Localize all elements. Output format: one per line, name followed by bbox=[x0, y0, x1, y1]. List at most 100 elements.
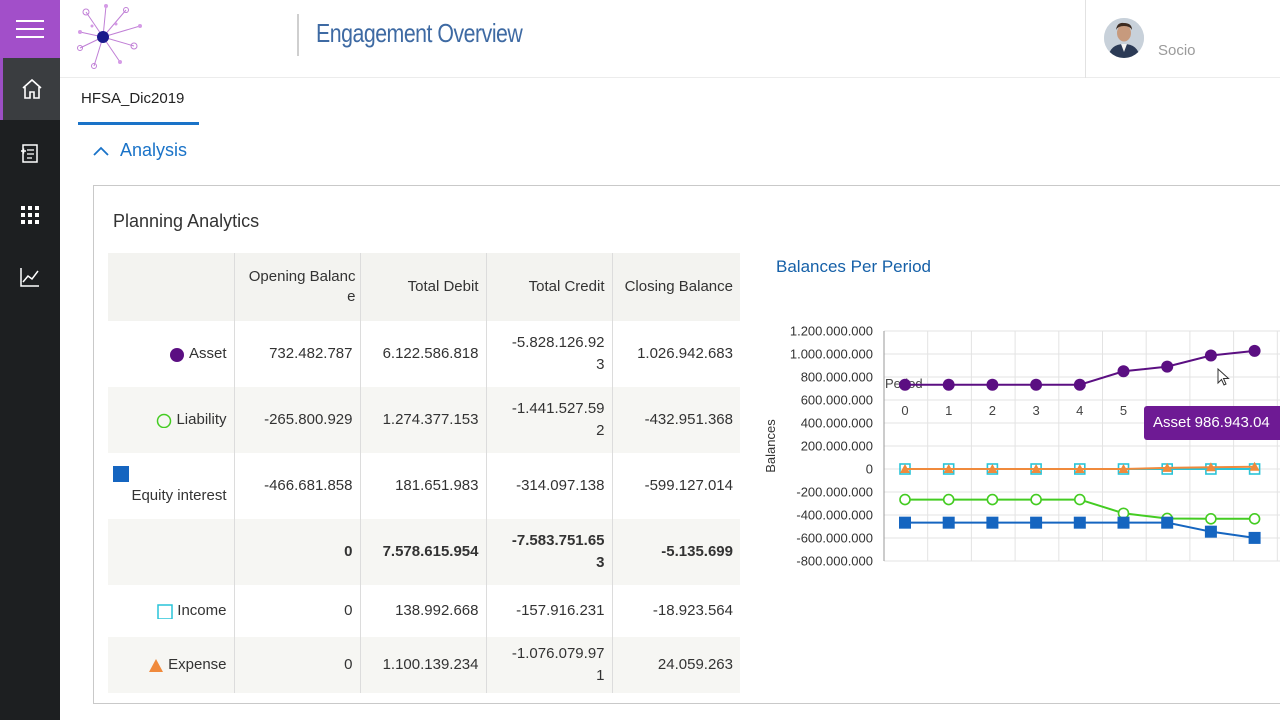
section-label: Analysis bbox=[120, 140, 188, 160]
data-point bbox=[942, 378, 955, 391]
x-tick-label: 1 bbox=[945, 403, 952, 418]
column-header-closing-balance[interactable]: Closing Balance bbox=[612, 253, 740, 321]
y-tick-label: -200.000.000 bbox=[796, 485, 873, 500]
closing-cell: -5.135.699 bbox=[612, 519, 740, 585]
data-point bbox=[986, 493, 999, 506]
data-point bbox=[1073, 516, 1086, 529]
credit-cell: -5.828.126.92 3 bbox=[486, 321, 613, 387]
opening-cell: 0 bbox=[234, 637, 361, 693]
user-photo-icon bbox=[1104, 18, 1144, 58]
table-row[interactable]: Income 0 138.992.668 -157.916.231 -18.92… bbox=[108, 585, 740, 637]
debit-cell: 138.992.668 bbox=[360, 585, 487, 637]
account-cell: Income bbox=[108, 585, 235, 637]
chevron-up-icon bbox=[93, 146, 109, 156]
avatar[interactable] bbox=[1104, 18, 1144, 58]
data-point bbox=[1073, 493, 1086, 506]
y-tick-label: 200.000.000 bbox=[801, 439, 873, 454]
data-point bbox=[899, 493, 911, 506]
data-point bbox=[943, 464, 954, 473]
active-tab-indicator bbox=[78, 122, 199, 125]
account-name: Liability bbox=[176, 411, 227, 428]
table-row[interactable]: Expense 0 1.100.139.234 -1.076.079.97 1 2… bbox=[108, 637, 740, 693]
x-tick-label: 5 bbox=[1120, 403, 1127, 418]
debit-cell: 7.578.615.954 bbox=[360, 519, 487, 585]
opening-cell: 732.482.787 bbox=[234, 321, 361, 387]
y-tick-label: 0 bbox=[866, 462, 873, 477]
mouse-cursor-icon bbox=[1217, 367, 1230, 386]
hamburger-icon bbox=[16, 20, 44, 38]
data-point bbox=[899, 378, 911, 391]
account-cell: Liability bbox=[108, 387, 235, 453]
y-axis-title: Balances bbox=[763, 419, 778, 473]
data-point bbox=[987, 464, 998, 473]
column-header-total-debit[interactable]: Total Debit bbox=[360, 253, 487, 321]
credit-line1: -5.828.126.92 bbox=[511, 334, 605, 351]
user-name[interactable]: Socio bbox=[1158, 42, 1196, 59]
table-row[interactable]: Liability -265.800.929 1.274.377.153 -1.… bbox=[108, 387, 740, 453]
data-point bbox=[1030, 516, 1043, 529]
opening-cell: -466.681.858 bbox=[234, 453, 361, 519]
menu-button[interactable] bbox=[0, 0, 60, 58]
y-tick-label: 1.000.000.000 bbox=[790, 347, 873, 362]
debit-cell: 1.100.139.234 bbox=[360, 637, 487, 693]
credit-line1: -7.583.751.65 bbox=[511, 532, 605, 549]
nav-documents[interactable] bbox=[0, 122, 60, 184]
y-tick-label: 400.000.000 bbox=[801, 416, 873, 431]
credit-cell: -314.097.138 bbox=[486, 453, 613, 519]
credit-cell: -1.441.527.59 2 bbox=[486, 387, 613, 453]
table-row-total[interactable]: 0 7.578.615.954 -7.583.751.65 3 -5.135.69… bbox=[108, 519, 740, 585]
balances-line-chart[interactable]: Period0123456781.200.000.0001.000.000.00… bbox=[759, 291, 1280, 601]
account-cell bbox=[108, 519, 235, 585]
data-point bbox=[942, 516, 955, 529]
column-header-opening-balance[interactable]: Opening Balanc e bbox=[234, 253, 361, 321]
square-open-marker-icon bbox=[157, 604, 174, 620]
data-point bbox=[1073, 378, 1086, 391]
closing-cell: -599.127.014 bbox=[612, 453, 740, 519]
data-point bbox=[1205, 512, 1217, 525]
line-chart-icon bbox=[20, 268, 39, 287]
credit-line2: 2 bbox=[596, 422, 605, 439]
account-name: Income bbox=[177, 602, 227, 619]
circle-open-marker-icon bbox=[157, 413, 172, 429]
closing-cell: 1.026.942.683 bbox=[612, 321, 740, 387]
x-tick-label: 0 bbox=[901, 403, 908, 418]
data-point bbox=[942, 493, 955, 506]
table-row[interactable]: Equity interest -466.681.858 181.651.983… bbox=[108, 453, 740, 519]
credit-cell: -157.916.231 bbox=[486, 585, 613, 637]
header-opening-line1: Opening Balanc bbox=[248, 268, 356, 285]
account-cell: Equity interest bbox=[108, 453, 235, 519]
column-header-total-credit[interactable]: Total Credit bbox=[486, 253, 613, 321]
y-tick-label: 600.000.000 bbox=[801, 393, 873, 408]
nav-apps[interactable] bbox=[0, 184, 60, 246]
account-cell: Expense bbox=[108, 637, 235, 693]
credit-line1: -1.441.527.59 bbox=[511, 400, 605, 417]
data-point bbox=[1162, 462, 1173, 472]
user-divider bbox=[1085, 0, 1086, 78]
header-opening-line2: e bbox=[347, 288, 356, 305]
data-point bbox=[900, 464, 910, 473]
data-point bbox=[899, 516, 911, 529]
panel-title: Planning Analytics bbox=[113, 211, 260, 231]
chart-tooltip: Asset 986.943.04 bbox=[1144, 406, 1280, 440]
analysis-section-toggle[interactable]: Analysis bbox=[92, 140, 187, 161]
credit-cell: -7.583.751.65 3 bbox=[486, 519, 613, 585]
closing-cell: -432.951.368 bbox=[612, 387, 740, 453]
tab-hfsa-dic2019[interactable]: HFSA_Dic2019 bbox=[81, 90, 185, 107]
credit-cell: -1.076.079.97 1 bbox=[486, 637, 613, 693]
nav-home[interactable] bbox=[0, 58, 60, 120]
data-point bbox=[1204, 525, 1217, 538]
data-point bbox=[1249, 461, 1260, 471]
data-point bbox=[1248, 512, 1261, 525]
table-header-row: Opening Balanc e Total Debit Total Credit… bbox=[108, 253, 740, 321]
data-point bbox=[1161, 360, 1174, 373]
nav-analytics[interactable] bbox=[0, 246, 60, 308]
square-filled-marker-icon bbox=[113, 466, 129, 482]
closing-cell: 24.059.263 bbox=[612, 637, 740, 693]
account-name: Equity interest bbox=[131, 487, 227, 504]
account-name: Expense bbox=[168, 656, 227, 673]
data-point bbox=[986, 516, 999, 529]
document-add-icon bbox=[21, 144, 38, 163]
credit-line2: 3 bbox=[596, 356, 605, 373]
opening-cell: 0 bbox=[234, 585, 361, 637]
table-row[interactable]: Asset 732.482.787 6.122.586.818 -5.828.1… bbox=[108, 321, 740, 387]
